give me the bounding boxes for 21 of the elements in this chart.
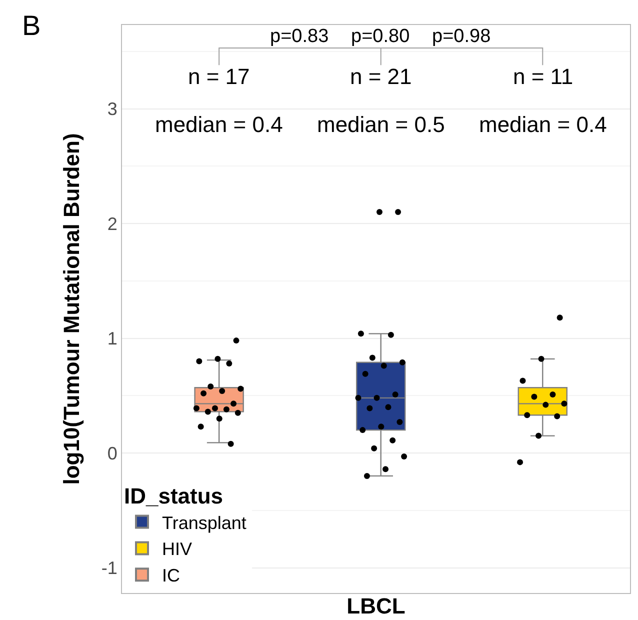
annotation: p=0.80 [351, 26, 410, 47]
annotation: n = 17 [188, 64, 250, 89]
annotation: p=0.83 [270, 26, 329, 47]
x-axis-title: LBCL [346, 593, 406, 618]
y-axis-title: log10(Tumour Mutational Burden) [59, 133, 84, 485]
text: B [22, 10, 41, 41]
annotation: n = 11 [513, 64, 574, 89]
legend-label: IC [162, 566, 180, 586]
y-tick-label: 2 [107, 214, 118, 234]
y-tick-label: 1 [107, 328, 118, 349]
y-tick-label: 0 [107, 443, 118, 464]
annotation: median = 0.4 [479, 112, 607, 137]
annotation: n = 21 [350, 64, 412, 89]
annotation: median = 0.4 [155, 112, 283, 137]
legend-label: HIV [162, 539, 192, 560]
annotation: median = 0.5 [317, 112, 445, 137]
legend-title: ID_status [124, 484, 224, 509]
y-tick-label: -1 [101, 558, 118, 578]
annotation: p=0.98 [432, 26, 491, 47]
legend-label: Transplant [162, 512, 246, 533]
y-tick-label: 3 [107, 99, 118, 120]
